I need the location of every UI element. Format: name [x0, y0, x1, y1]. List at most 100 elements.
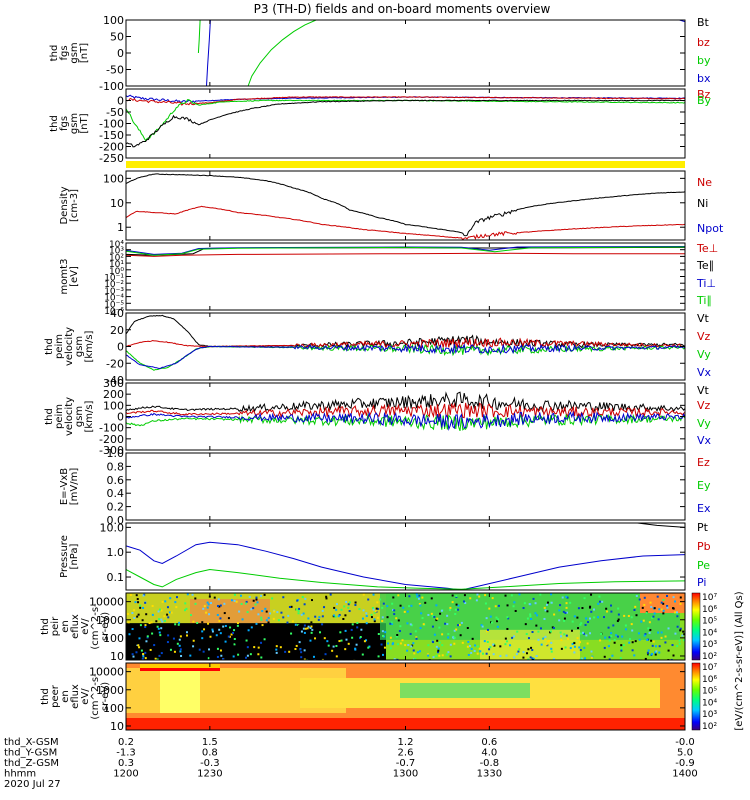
colorbar-tick: 10³	[702, 640, 717, 650]
heatmap-speck	[149, 648, 152, 651]
heatmap-speck	[638, 598, 641, 601]
heatmap-speck	[140, 649, 143, 652]
heatmap-speck	[598, 600, 601, 603]
heatmap-speck	[579, 623, 582, 626]
heatmap-speck	[377, 655, 380, 658]
heatmap-speck	[354, 603, 357, 606]
heatmap-speck	[287, 614, 290, 617]
xaxis-value: 0.3	[118, 758, 134, 769]
heatmap-speck	[151, 613, 154, 616]
heatmap-speck	[638, 638, 641, 641]
heatmap-speck	[527, 658, 530, 660]
heatmap-speck	[552, 627, 555, 630]
heatmap-speck	[201, 630, 204, 633]
heatmap-speck	[608, 658, 611, 660]
heatmap-speck	[236, 624, 239, 627]
heatmap-speck	[298, 624, 301, 627]
heatmap-speck	[464, 602, 467, 605]
heatmap-speck	[628, 638, 631, 641]
heatmap-speck	[530, 646, 533, 649]
heatmap-speck	[539, 593, 542, 596]
heatmap-speck	[310, 599, 313, 602]
heatmap-speck	[488, 607, 491, 610]
heatmap-speck	[309, 639, 312, 642]
heatmap-speck	[301, 596, 304, 599]
heatmap-speck	[486, 630, 489, 633]
heatmap-speck	[644, 657, 647, 660]
heatmap-speck	[610, 632, 613, 635]
ylabel: en	[60, 620, 71, 633]
heatmap-speck	[365, 612, 368, 615]
heatmap-speck	[371, 607, 374, 610]
heatmap-speck	[166, 613, 169, 616]
heatmap-speck	[640, 620, 643, 623]
heatmap-speck	[646, 651, 649, 654]
heatmap-speck	[409, 623, 412, 626]
heatmap-speck	[142, 655, 145, 658]
heatmap-speck	[184, 609, 187, 612]
heatmap-speck	[310, 621, 313, 624]
heatmap-speck	[536, 614, 539, 617]
heatmap-speck	[144, 657, 147, 660]
heatmap-speck	[201, 621, 204, 624]
heatmap-speck	[323, 637, 326, 640]
heatmap-speck	[245, 639, 248, 642]
heatmap-speck	[222, 625, 225, 628]
heatmap-speck	[612, 624, 615, 627]
panel-frame	[125, 88, 686, 159]
heatmap-speck	[267, 616, 270, 619]
heatmap-speck	[613, 638, 616, 641]
heatmap-speck	[418, 594, 421, 597]
series-group	[126, 246, 685, 257]
heatmap-speck	[647, 627, 650, 630]
colorbar-tick: 10²	[702, 652, 717, 662]
heatmap-speck	[126, 633, 129, 636]
heatmap-speck	[447, 651, 450, 654]
heatmap-speck	[257, 646, 260, 649]
heatmap-speck	[624, 624, 627, 627]
heatmap-speck	[368, 645, 371, 648]
legend-Bz: Bz	[697, 88, 711, 101]
heatmap-speck	[290, 632, 293, 635]
heatmap-speck	[139, 606, 142, 609]
heatmap-speck	[273, 610, 276, 613]
ytick-label: 10⁰	[109, 267, 124, 277]
heatmap-speck	[463, 594, 466, 597]
heatmap-speck	[531, 649, 534, 652]
heatmap-speck	[631, 641, 634, 644]
heatmap-speck	[576, 637, 579, 640]
heatmap-speck	[246, 654, 249, 657]
xaxis-value: 2.6	[398, 748, 414, 759]
ylabel: eflux	[70, 614, 81, 639]
heatmap-speck	[424, 601, 427, 604]
legend-Ti∥: Ti∥	[696, 294, 712, 307]
heatmap-speck	[185, 631, 188, 634]
heatmap-speck	[418, 603, 421, 606]
xaxis-value: 1.2	[398, 737, 414, 748]
xaxis-row-label: hhmm	[4, 769, 36, 780]
ytick-label: 10⁻⁴	[104, 294, 124, 304]
heatmap-speck	[280, 632, 283, 635]
ylabel: momt3	[59, 259, 70, 295]
heatmap-speck	[351, 623, 354, 626]
heatmap-speck	[590, 650, 593, 653]
xaxis-date: 2020 Jul 27	[4, 779, 61, 790]
heatmap-speck	[461, 641, 464, 644]
heatmap-speck	[381, 616, 384, 619]
heatmap-speck	[608, 639, 611, 642]
heatmap-speck	[444, 622, 447, 625]
ytick-label: 10⁻⁵	[104, 300, 124, 310]
heatmap-speck	[304, 597, 307, 600]
heatmap-speck	[682, 630, 685, 633]
heatmap-speck	[496, 620, 499, 623]
heatmap-speck	[435, 645, 438, 648]
heatmap-speck	[455, 594, 458, 597]
ytick-label: -150	[99, 129, 124, 142]
heatmap-speck	[340, 639, 343, 642]
ytick-label: -40	[106, 374, 124, 387]
heatmap-speck	[263, 638, 266, 641]
heatmap-speck	[135, 640, 138, 643]
heatmap-speck	[382, 634, 385, 637]
heatmap-speck	[531, 657, 534, 660]
heatmap-speck	[559, 604, 562, 607]
